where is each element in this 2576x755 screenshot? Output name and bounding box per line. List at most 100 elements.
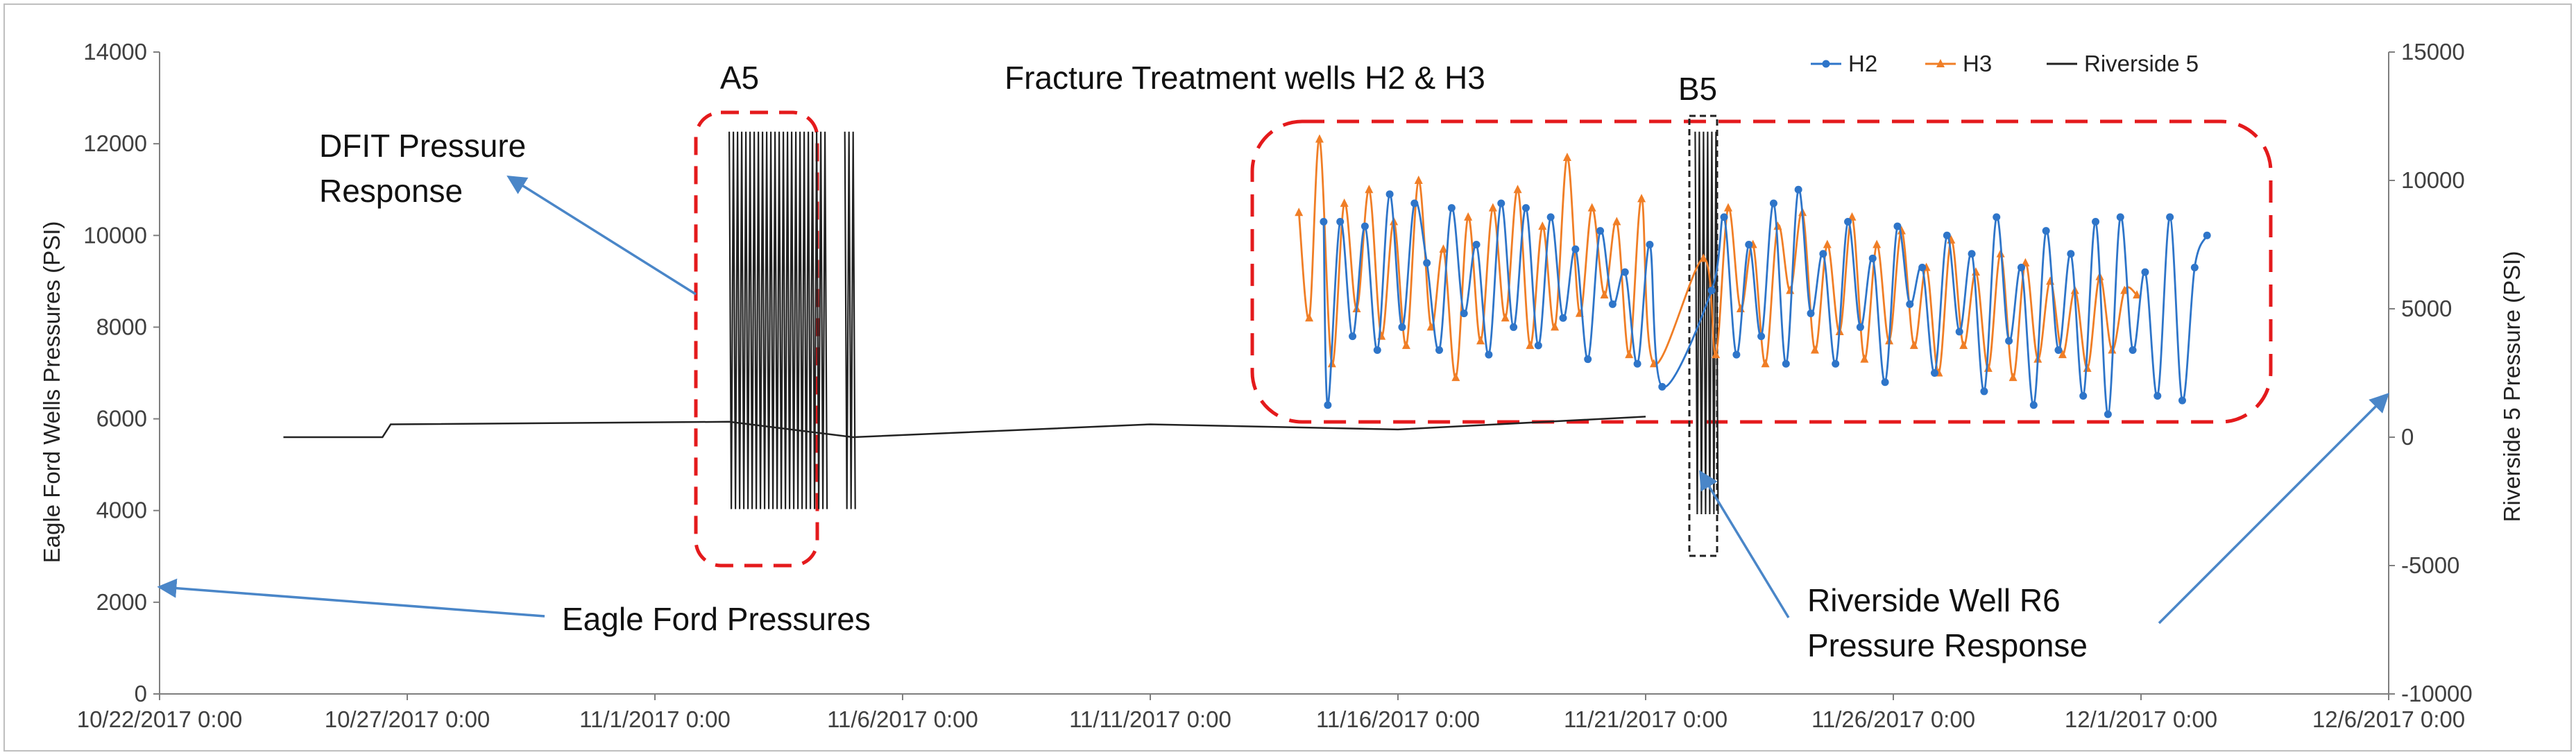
annotation-eagle-ford: Eagle Ford Pressures [562,601,871,637]
series-h2-point [1856,323,1864,331]
x-tick-label: 10/27/2017 0:00 [325,706,491,732]
series-h3-point [1873,239,1882,248]
series-h2-point [2166,213,2174,221]
series-h2-point [1472,241,1481,248]
x-tick-label: 12/6/2017 0:00 [2312,706,2465,732]
series-h2-point [1943,231,1951,239]
series-h2-point [1782,359,1790,368]
series-h2-point [2092,217,2100,226]
series-h2-point [1893,222,1902,230]
series-h2-point [1410,199,1419,207]
y-tick-label: 0 [135,681,147,706]
series-h2-point [2079,392,2088,400]
y-tick-label: 8000 [96,314,147,339]
series-h3-point [1823,239,1832,248]
riverside-5-oscillation-burst [844,131,856,509]
series-h2-point [1423,259,1431,267]
x-tick-label: 10/22/2017 0:00 [77,706,243,732]
y-tick-label: 12000 [83,130,147,156]
fracture-treatment-dashed-box [1250,119,2273,424]
series-h2-point [2005,337,2013,345]
y2-tick-label: 15000 [2401,39,2465,65]
series-h3-point [1365,185,1374,194]
series-h2-point [1794,185,1802,194]
series-h2-point [2116,213,2124,221]
legend: H2 H3 Riverside 5 [1811,51,2199,76]
y2-tick-label: 0 [2401,424,2414,450]
series-h2-point [1336,217,1345,226]
series-h2-point [2017,264,2025,272]
series-h2-point [2203,231,2211,239]
series-h2-point [1534,341,1542,350]
series-h2-point [1521,204,1530,212]
series-h2-point [1360,222,1369,230]
series-h3-point [1761,359,1770,368]
series-h2-point [1720,213,1728,221]
series-h2-point [1621,268,1629,276]
series-h2-point [1460,309,1468,318]
series-h3 [1295,134,2142,382]
series-h2-point [2141,268,2149,276]
riverside-5-oscillation-burst [728,131,828,509]
series-h3-point [1551,322,1560,331]
series-h3-point [1587,203,1596,212]
series-h2-point [2190,264,2199,272]
series-h3-point [1451,373,1460,382]
series-h3-point [2008,373,2018,382]
y-tick-label: 14000 [83,39,147,65]
x-tick-label: 12/1/2017 0:00 [2065,706,2217,732]
annotation-a5-label: A5 [720,60,759,96]
series-h2-point [2104,410,2112,418]
annotation-arrows [157,176,2389,625]
riverside-5-oscillation-burst [1694,131,1719,515]
y-tick-label: 2000 [96,589,147,615]
series-h3-point [1414,176,1423,184]
y2-axis-title: Riverside 5 Pressure (PSI) [2499,251,2525,523]
series-h2-point [1571,245,1580,253]
annotation-b5-label: B5 [1678,71,1717,107]
series-h3-point [1699,253,1708,262]
series-h2-point [1584,355,1592,364]
x-tick-label: 11/1/2017 0:00 [579,706,731,732]
y2-tick-label: 5000 [2401,296,2452,321]
series-h3-point [1513,185,1522,194]
series-h3-point [1724,203,1732,212]
y-tick-label: 6000 [96,406,147,432]
x-tick-label: 11/6/2017 0:00 [827,706,978,732]
series-h2-point [1373,346,1381,354]
dfit-arrow [506,176,697,296]
series-h3-point [1959,340,1968,349]
y-tick-label: 4000 [96,498,147,523]
x-tick-label: 11/21/2017 0:00 [1564,706,1728,732]
annotation-riverside-r6-line1: Riverside Well R6 [1807,582,2061,618]
series-h2 [1320,185,2211,418]
series-h2-point [1906,300,1914,308]
series-h2-point [1807,309,1815,318]
series-h2-point [1385,190,1394,198]
series-h2-point [1819,250,1827,258]
annotation-boxes [694,110,2273,568]
series-h2-point [2054,346,2063,354]
series-h2-point [1497,199,1505,207]
series-h3-point [1526,340,1535,349]
series-h3-point [1476,336,1485,345]
series-h2-point [2067,250,2075,258]
series-h2-point [1435,346,1443,354]
series-h2-point [1832,359,1840,368]
series-h2-point [1447,204,1456,212]
series-h3-point [1562,152,1571,161]
annotation-fracture-treatment: Fracture Treatment wells H2 & H3 [1005,60,1485,96]
series-h2-point [1980,387,1988,396]
series-h2-point [1559,314,1567,322]
series-h2-point [1485,350,1493,359]
series-h2-point [1320,217,1328,226]
series-h2-point [1955,328,1963,336]
series-h2-point [2129,346,2137,354]
series-h3-point [1625,350,1634,359]
legend-label: H3 [1963,51,1992,76]
series-h2-point [1658,382,1666,391]
a5-dashed-box [694,110,819,568]
x-tick-label: 11/26/2017 0:00 [1811,706,1975,732]
series-h3-point [1860,354,1869,363]
